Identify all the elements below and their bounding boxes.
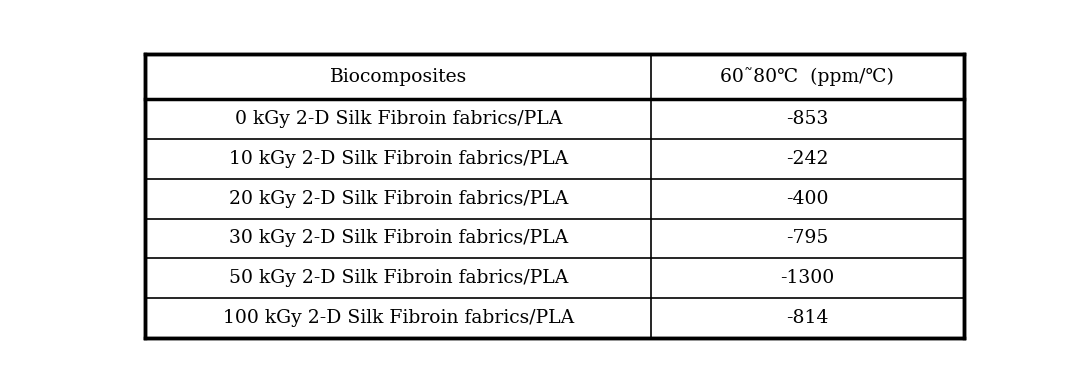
Text: 10 kGy 2-D Silk Fibroin fabrics/PLA: 10 kGy 2-D Silk Fibroin fabrics/PLA — [228, 150, 568, 168]
Text: 100 kGy 2-D Silk Fibroin fabrics/PLA: 100 kGy 2-D Silk Fibroin fabrics/PLA — [223, 309, 573, 327]
Text: -242: -242 — [787, 150, 829, 168]
Text: 50 kGy 2-D Silk Fibroin fabrics/PLA: 50 kGy 2-D Silk Fibroin fabrics/PLA — [228, 269, 568, 287]
Text: 60˜80℃  (ppm/℃): 60˜80℃ (ppm/℃) — [721, 67, 895, 86]
Text: Biocomposites: Biocomposites — [330, 68, 466, 86]
Text: 30 kGy 2-D Silk Fibroin fabrics/PLA: 30 kGy 2-D Silk Fibroin fabrics/PLA — [228, 229, 568, 248]
Text: -400: -400 — [787, 190, 829, 208]
Text: -795: -795 — [787, 229, 829, 248]
Text: 0 kGy 2-D Silk Fibroin fabrics/PLA: 0 kGy 2-D Silk Fibroin fabrics/PLA — [235, 110, 562, 128]
Text: 20 kGy 2-D Silk Fibroin fabrics/PLA: 20 kGy 2-D Silk Fibroin fabrics/PLA — [228, 190, 568, 208]
Text: -1300: -1300 — [780, 269, 834, 287]
Text: -853: -853 — [787, 110, 829, 128]
Text: -814: -814 — [787, 309, 829, 327]
